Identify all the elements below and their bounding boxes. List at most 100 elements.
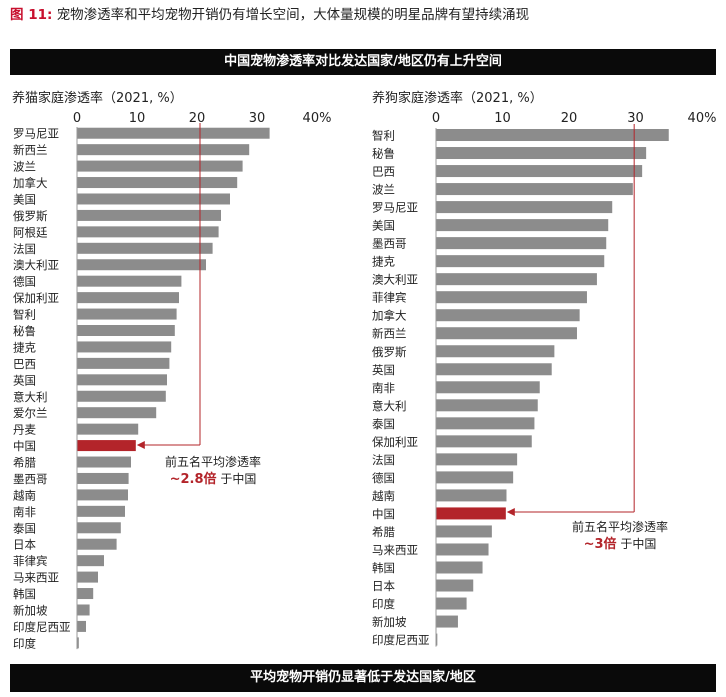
cat-category-label: 秘鲁 — [13, 324, 36, 338]
cat-category-label: 爱尔兰 — [13, 406, 48, 420]
cat-category-label: 英国 — [13, 373, 36, 387]
cat-bar — [77, 308, 177, 320]
dog-tick-label: 20 — [561, 111, 578, 126]
cat-bar-china — [77, 440, 136, 452]
cat-category-label: 美国 — [13, 192, 36, 206]
cat-bar — [77, 555, 104, 567]
dog-bar — [436, 237, 607, 250]
cat-category-label: 捷克 — [13, 340, 36, 354]
dog-category-label: 南非 — [372, 381, 395, 395]
cat-bar — [77, 226, 219, 238]
cat-category-label: 意大利 — [13, 390, 48, 404]
dog-category-label: 泰国 — [372, 417, 395, 431]
dog-category-label: 中国 — [372, 507, 395, 521]
dog-annotation-text: 前五名平均渗透率 — [572, 519, 668, 534]
cat-bar — [77, 325, 175, 336]
dog-category-label: 新西兰 — [372, 327, 407, 341]
dog-bar — [436, 219, 609, 232]
cat-category-label: 保加利亚 — [13, 291, 59, 305]
dog-bar-china — [436, 507, 506, 520]
cat-bar — [77, 472, 129, 484]
cat-arrow-head — [136, 441, 145, 449]
cat-annotation-text: 前五名平均渗透率 — [165, 454, 261, 469]
dog-category-label: 保加利亚 — [372, 435, 418, 449]
cat-bar — [77, 144, 250, 156]
cat-bar — [77, 505, 125, 517]
dog-category-label: 加拿大 — [372, 309, 407, 323]
dog-tick-label: 30 — [627, 111, 644, 126]
dog-category-label: 德国 — [372, 471, 395, 485]
dog-bar — [436, 273, 597, 286]
cat-category-label: 墨西哥 — [13, 472, 48, 486]
dog-bar — [436, 363, 552, 376]
dog-category-label: 印度尼西亚 — [372, 633, 430, 647]
cat-category-label: 印度 — [13, 636, 36, 650]
dog-tick-label: 10 — [494, 111, 511, 126]
dog-bar — [436, 255, 605, 268]
dog-category-label: 新加坡 — [372, 615, 407, 629]
cat-category-label: 俄罗斯 — [13, 209, 48, 223]
dog-annotation-suffix: 于中国 — [617, 536, 657, 551]
cat-category-label: 印度尼西亚 — [13, 620, 71, 634]
dog-bar — [436, 345, 555, 358]
cat-category-label: 马来西亚 — [13, 571, 59, 585]
dog-tick-label: 0 — [432, 111, 440, 126]
cat-category-label: 阿根廷 — [13, 225, 48, 239]
dog-category-label: 菲律宾 — [372, 291, 407, 305]
dog-bar — [436, 597, 467, 610]
cat-bar — [77, 538, 117, 550]
dog-category-label: 智利 — [372, 129, 395, 143]
cat-category-label: 智利 — [13, 308, 36, 322]
cat-annotation-value: ~2.8倍 — [170, 471, 217, 487]
cat-category-label: 法国 — [13, 242, 36, 256]
dog-bar — [436, 399, 538, 412]
cat-tick-label: 10 — [129, 111, 146, 126]
cat-tick-label: 30 — [249, 111, 266, 126]
dog-bar — [436, 615, 458, 628]
cat-tick-label: 20 — [189, 111, 206, 126]
dog-bar — [436, 129, 669, 142]
dog-category-label: 韩国 — [372, 561, 395, 575]
dog-bar — [436, 435, 532, 448]
cat-category-label: 日本 — [13, 538, 36, 552]
cat-bar — [77, 522, 121, 534]
dog-bar — [436, 165, 643, 178]
dog-bar — [436, 471, 514, 484]
dog-category-label: 澳大利亚 — [372, 273, 418, 287]
figure-label: 图 11: — [10, 7, 53, 23]
cat-category-label: 新西兰 — [13, 143, 48, 157]
cat-bar — [77, 193, 230, 205]
dog-bar — [436, 525, 492, 538]
dog-category-label: 捷克 — [372, 255, 395, 269]
dog-category-label: 罗马尼亚 — [372, 201, 418, 215]
cat-bar — [77, 571, 98, 583]
dog-category-label: 巴西 — [372, 165, 395, 179]
cat-bar — [77, 407, 157, 419]
cat-category-label: 中国 — [13, 439, 36, 453]
bottom-banner: 平均宠物开销仍显著低于发达国家/地区 — [10, 664, 716, 692]
cat-category-label: 新加坡 — [13, 603, 48, 617]
dog-bar — [436, 291, 587, 304]
cat-category-label: 波兰 — [13, 160, 36, 174]
cat-category-label: 希腊 — [13, 456, 36, 470]
cat-annotation-suffix: 于中国 — [217, 471, 257, 486]
dog-bar — [436, 453, 518, 466]
dog-bar — [436, 561, 483, 574]
cat-bar — [77, 177, 238, 189]
dog-annotation-value: ~3倍 — [584, 536, 617, 552]
dog-category-label: 越南 — [372, 489, 395, 503]
dog-category-label: 波兰 — [372, 183, 395, 197]
cat-tick-label: 0 — [73, 111, 81, 126]
dog-bar — [436, 327, 577, 340]
cat-bar — [77, 160, 243, 172]
cat-bar — [77, 637, 79, 649]
cat-bar — [77, 127, 270, 139]
dog-category-label: 俄罗斯 — [372, 345, 407, 359]
dog-bar — [436, 417, 535, 430]
cat-category-label: 加拿大 — [13, 176, 48, 190]
dog-bar — [436, 633, 438, 646]
dog-bar — [436, 147, 647, 160]
cat-category-label: 丹麦 — [13, 423, 36, 437]
cat-bar — [77, 275, 182, 287]
cat-category-label: 罗马尼亚 — [13, 127, 59, 141]
